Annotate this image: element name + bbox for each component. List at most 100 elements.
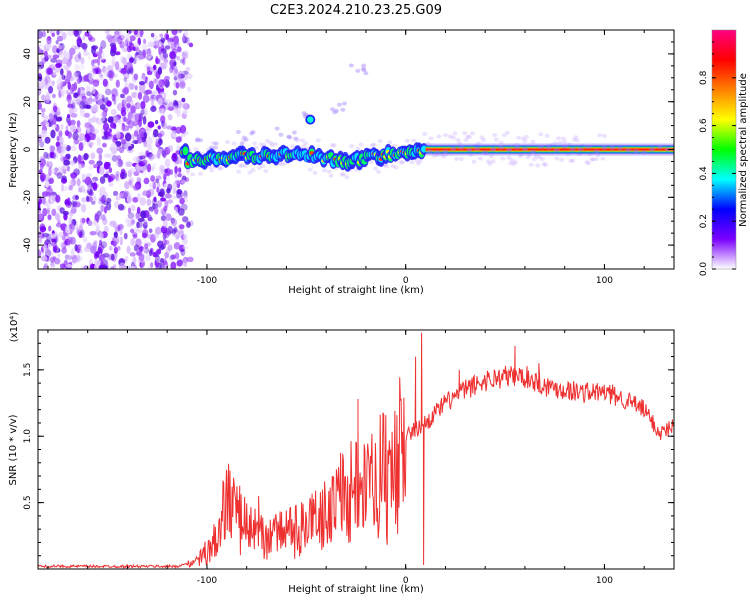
- noise-speck: [127, 111, 133, 120]
- noise-speck: [147, 264, 151, 269]
- noise-speck: [146, 66, 151, 73]
- noise-speck: [108, 69, 115, 79]
- side-streak: [361, 63, 367, 68]
- noise-speck: [113, 246, 118, 254]
- noise-speck: [80, 265, 85, 269]
- noise-speck: [68, 223, 75, 232]
- track-halo: [190, 172, 196, 177]
- side-streak: [249, 131, 255, 136]
- track-halo: [417, 159, 423, 164]
- noise-speck: [61, 165, 66, 174]
- noise-speck: [147, 49, 153, 59]
- track-halo: [183, 131, 189, 136]
- noise-speck: [129, 35, 136, 42]
- noise-speck: [134, 113, 142, 123]
- noise-speck: [173, 40, 179, 46]
- track-halo: [520, 136, 526, 141]
- spectrogram-x-tick-label: -100: [197, 276, 218, 286]
- track-halo: [341, 172, 347, 177]
- colorbar-tick-label: 0.6: [699, 118, 709, 133]
- noise-speck: [148, 209, 153, 219]
- noise-speck: [139, 155, 144, 160]
- snr-xlabel: Height of straight line (km): [288, 584, 424, 595]
- side-streak: [212, 145, 218, 150]
- noise-speck: [78, 163, 82, 172]
- noise-speck: [143, 239, 148, 247]
- noise-speck: [182, 109, 188, 115]
- track-halo: [571, 137, 577, 142]
- track-halo: [252, 141, 258, 146]
- noise-speck: [73, 138, 80, 145]
- noise-speck: [77, 95, 83, 103]
- noise-speck: [140, 260, 146, 268]
- noise-speck: [51, 208, 57, 217]
- noise-speck: [149, 96, 156, 102]
- noise-speck: [50, 129, 56, 139]
- side-streak: [274, 126, 280, 131]
- noise-speck: [162, 152, 167, 159]
- noise-speck: [54, 167, 59, 172]
- noise-speck: [174, 39, 180, 49]
- noise-speck: [56, 253, 61, 259]
- noise-speck: [154, 120, 159, 125]
- noise-speck: [100, 204, 105, 213]
- noise-speck: [95, 51, 100, 56]
- noise-speck: [162, 52, 169, 59]
- noise-speck: [67, 62, 72, 68]
- noise-speck: [104, 163, 111, 170]
- track-halo: [554, 156, 560, 161]
- noise-speck: [173, 106, 178, 111]
- noise-speck: [39, 225, 47, 233]
- noise-speck: [168, 101, 174, 108]
- track-halo: [269, 142, 275, 147]
- noise-speck: [70, 113, 78, 118]
- track-halo: [568, 159, 574, 164]
- track-halo: [237, 163, 243, 168]
- noise-speck: [140, 210, 147, 219]
- track-halo: [500, 156, 506, 161]
- noise-speck: [91, 116, 97, 123]
- track-halo: [393, 165, 399, 170]
- track-halo: [258, 142, 264, 147]
- noise-speck: [38, 42, 43, 48]
- track-halo: [390, 164, 396, 169]
- noise-speck: [71, 254, 78, 264]
- noise-speck: [163, 239, 170, 245]
- noise-speck: [116, 155, 122, 161]
- noise-speck: [50, 233, 57, 239]
- track-halo: [452, 131, 458, 136]
- noise-speck: [119, 262, 125, 267]
- side-streak: [361, 67, 367, 72]
- noise-speck: [146, 48, 152, 57]
- track-halo: [272, 141, 278, 146]
- noise-speck: [159, 262, 165, 269]
- spectrogram-y-tick-label: -20: [23, 190, 33, 205]
- track-halo: [225, 139, 231, 144]
- noise-speck: [154, 39, 159, 46]
- noise-speck: [38, 102, 43, 110]
- noise-speck: [104, 153, 111, 159]
- noise-speck: [84, 245, 92, 253]
- track-halo: [562, 139, 568, 144]
- noise-speck: [89, 263, 95, 269]
- noise-speck: [49, 145, 54, 153]
- noise-speck: [44, 55, 49, 62]
- noise-speck: [166, 125, 173, 130]
- noise-speck: [78, 224, 83, 232]
- noise-speck: [171, 218, 178, 227]
- noise-speck: [138, 55, 145, 60]
- noise-speck: [125, 61, 133, 70]
- noise-speck: [154, 226, 162, 235]
- noise-speck: [110, 253, 115, 261]
- noise-speck: [103, 249, 108, 255]
- noise-speck: [111, 155, 118, 162]
- noise-speck: [41, 57, 47, 65]
- noise-speck: [186, 256, 194, 263]
- noise-speck: [89, 141, 94, 146]
- track-halo: [372, 166, 378, 171]
- track-halo: [315, 138, 321, 143]
- signal-track: [179, 63, 674, 180]
- noise-speck: [120, 172, 127, 179]
- noise-speck: [182, 50, 189, 55]
- noise-speck: [99, 232, 104, 240]
